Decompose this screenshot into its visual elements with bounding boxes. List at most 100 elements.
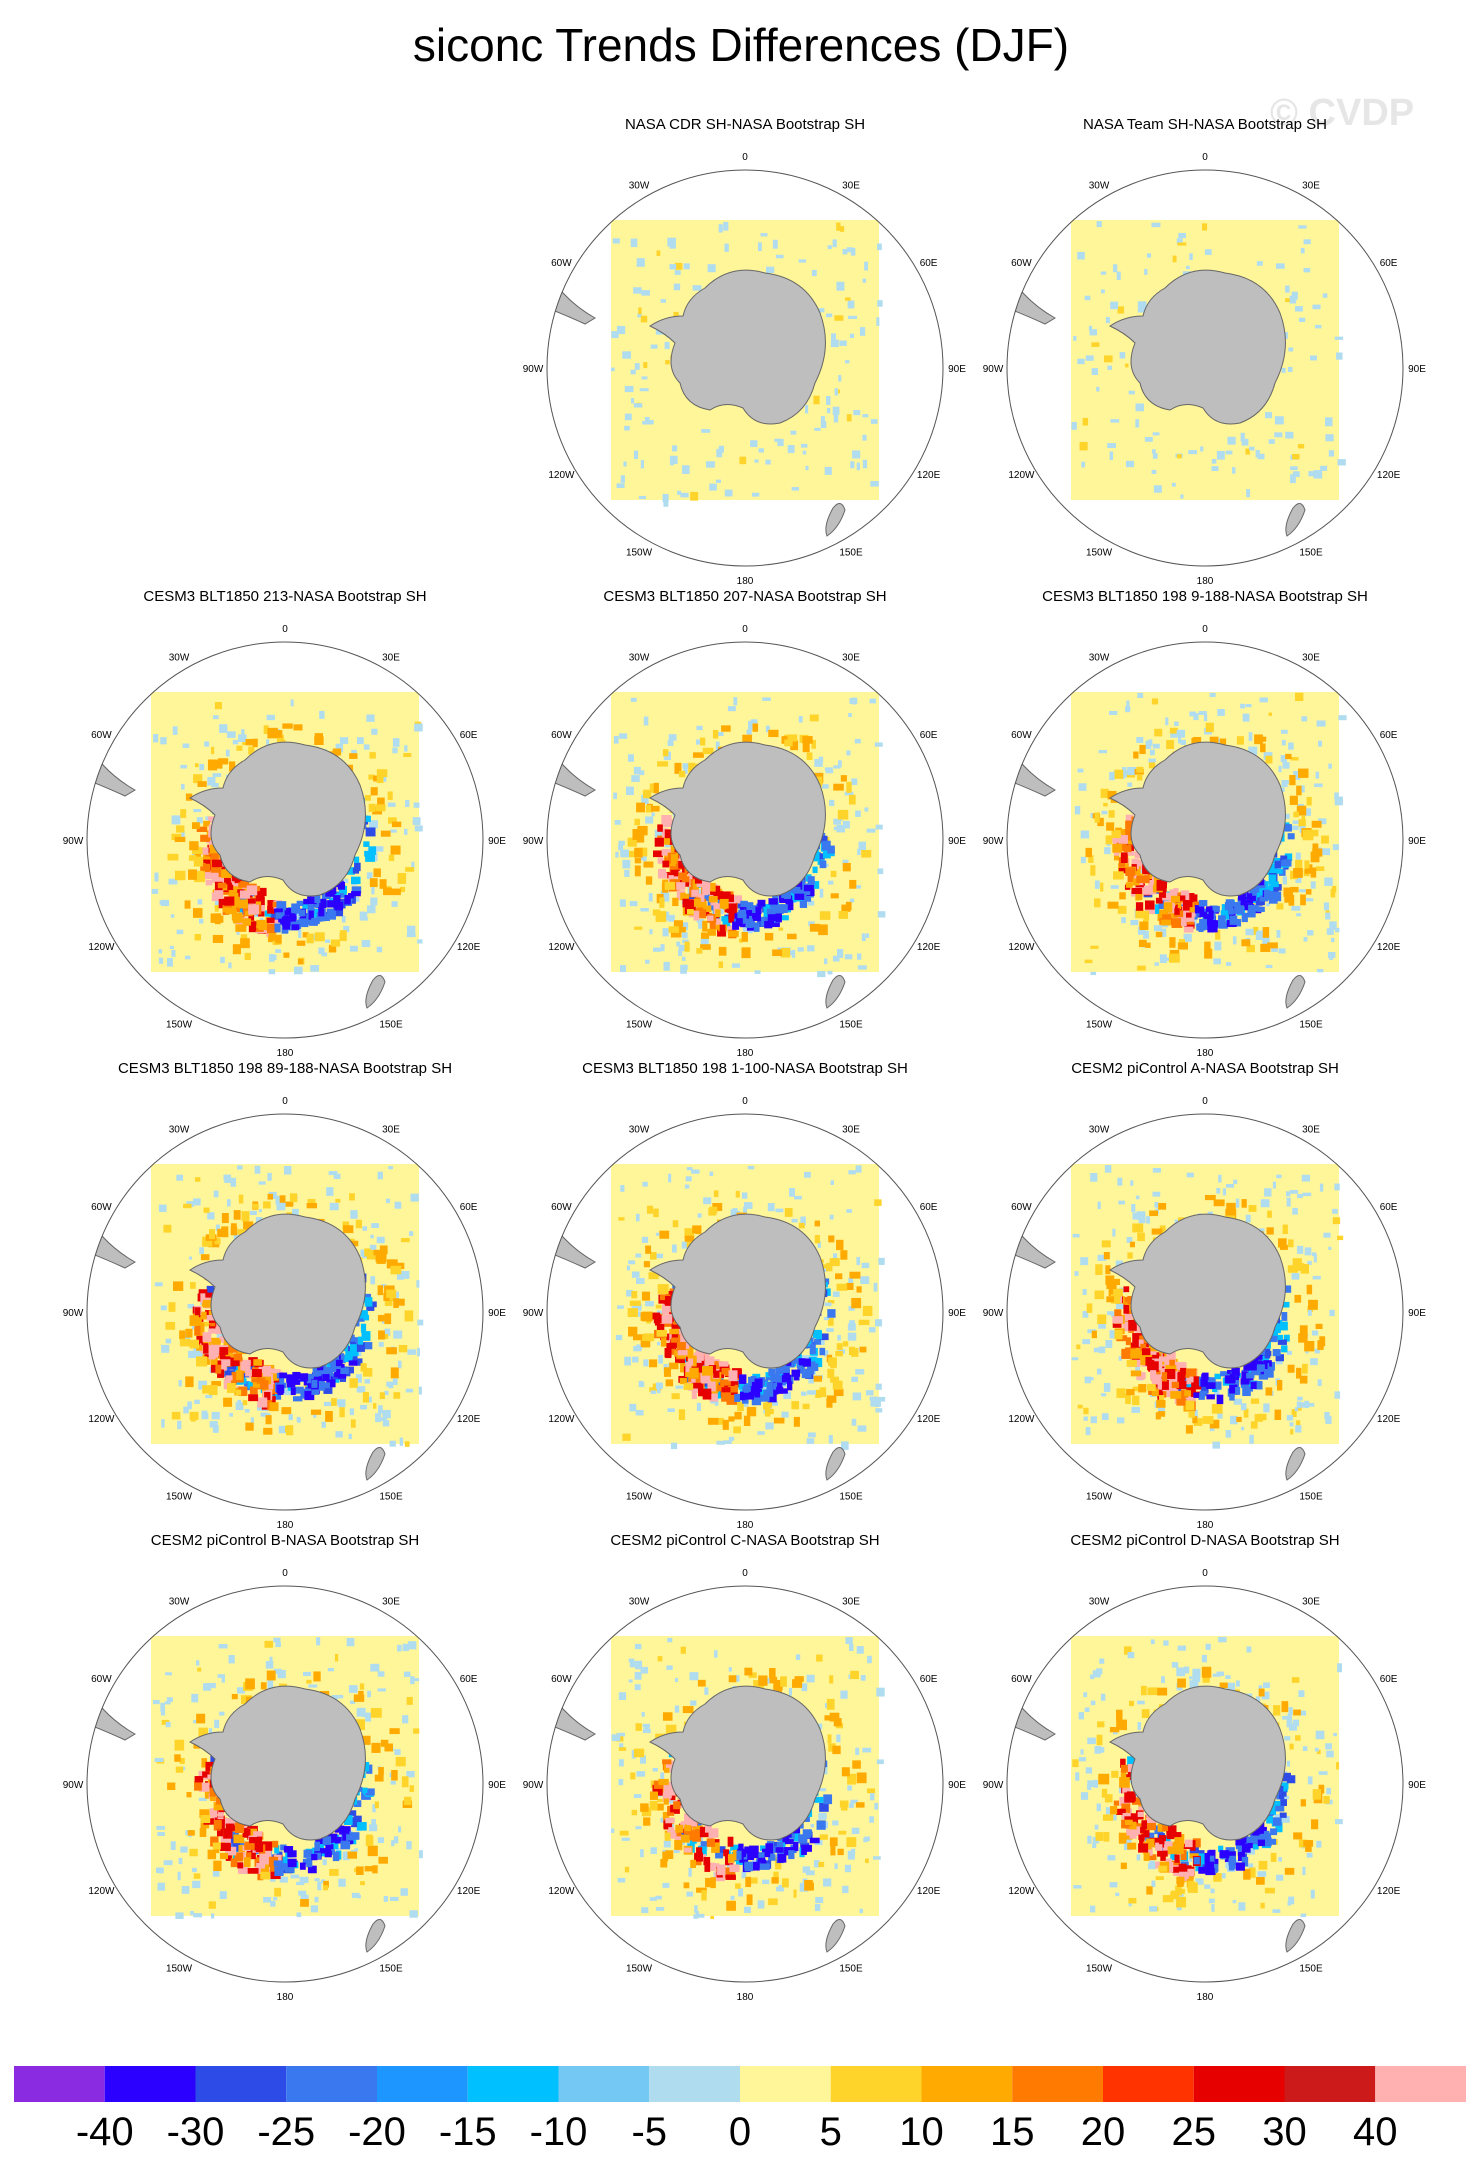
anomaly-cell <box>272 1840 279 1848</box>
anomaly-cell <box>791 949 796 958</box>
anomaly-cell <box>328 1171 338 1176</box>
anomaly-cell <box>1259 697 1268 703</box>
anomaly-cell <box>329 1868 339 1876</box>
anomaly-cell <box>1155 1368 1167 1374</box>
anomaly-cell <box>1077 1404 1083 1409</box>
anomaly-cell <box>1266 903 1270 907</box>
anomaly-cell <box>802 1866 810 1873</box>
longitude-label: 0 <box>742 624 748 635</box>
anomaly-cell <box>315 902 321 909</box>
anomaly-cell <box>171 1411 181 1420</box>
anomaly-cell <box>275 912 284 919</box>
anomaly-cell <box>1121 767 1127 774</box>
anomaly-cell <box>760 916 766 927</box>
anomaly-cell <box>195 1348 201 1357</box>
anomaly-cell <box>251 1376 260 1383</box>
anomaly-cell <box>207 1849 217 1860</box>
anomaly-cell <box>864 807 869 812</box>
anomaly-cell <box>1112 1316 1124 1324</box>
anomaly-cell <box>875 1319 883 1327</box>
anomaly-cell <box>1299 1402 1308 1408</box>
anomaly-cell <box>230 1357 240 1367</box>
anomaly-cell <box>1240 703 1245 709</box>
anomaly-cell <box>366 1764 373 1774</box>
anomaly-cell <box>624 385 634 393</box>
longitude-label: 60W <box>1011 258 1032 269</box>
anomaly-cell <box>707 900 716 911</box>
anomaly-cell <box>707 1417 719 1425</box>
anomaly-cell <box>323 1880 329 1888</box>
anomaly-cell <box>181 830 185 839</box>
anomaly-cell <box>645 959 650 964</box>
panel-title: CESM2 piControl B-NASA Bootstrap SH <box>150 1532 420 1549</box>
anomaly-cell <box>1290 1429 1294 1435</box>
anomaly-cell <box>292 1208 299 1217</box>
anomaly-cell <box>619 1830 629 1836</box>
anomaly-cell <box>1144 268 1148 275</box>
anomaly-cell <box>242 1359 251 1366</box>
anomaly-cell <box>354 1358 363 1366</box>
anomaly-cell <box>359 1683 365 1690</box>
anomaly-cell <box>355 1219 362 1229</box>
anomaly-cell <box>659 1230 670 1239</box>
anomaly-cell <box>1225 1184 1235 1188</box>
anomaly-cell <box>339 737 349 744</box>
longitude-label: 30E <box>382 1596 400 1607</box>
anomaly-cell <box>1286 1350 1293 1355</box>
anomaly-cell <box>695 739 701 745</box>
anomaly-cell <box>370 1276 376 1285</box>
anomaly-cell <box>698 920 703 929</box>
anomaly-cell <box>228 892 239 898</box>
longitude-label: 150W <box>166 1964 193 1975</box>
anomaly-cell <box>654 837 664 847</box>
anomaly-cell <box>1216 450 1225 460</box>
anomaly-cell <box>377 1837 384 1843</box>
longitude-label: 150E <box>839 1492 863 1503</box>
anomaly-cell <box>1310 881 1316 889</box>
anomaly-cell <box>1294 1407 1299 1412</box>
anomaly-cell <box>211 782 219 788</box>
anomaly-cell <box>371 1819 376 1828</box>
anomaly-cell <box>204 741 210 747</box>
anomaly-cell <box>267 1172 272 1181</box>
anomaly-cell <box>370 1663 380 1672</box>
anomaly-cell <box>721 1390 731 1402</box>
anomaly-cell <box>768 729 779 738</box>
anomaly-cell <box>313 1671 321 1682</box>
anomaly-cell <box>815 1389 822 1398</box>
anomaly-cell <box>1270 1331 1279 1339</box>
anomaly-cell <box>378 1330 385 1340</box>
anomaly-cell <box>1164 1368 1176 1380</box>
anomaly-cell <box>232 944 241 955</box>
anomaly-cell <box>1325 910 1330 914</box>
anomaly-cell <box>1268 874 1277 885</box>
anomaly-cell <box>641 376 648 380</box>
anomaly-cell <box>1155 931 1163 938</box>
anomaly-cell <box>192 908 203 918</box>
anomaly-cell <box>1248 1205 1257 1212</box>
anomaly-cell <box>811 1363 819 1372</box>
anomaly-cell <box>744 1202 753 1209</box>
anomaly-cell <box>1315 866 1325 872</box>
anomaly-cell <box>214 903 219 912</box>
anomaly-cell <box>693 898 702 907</box>
anomaly-cell <box>258 922 267 931</box>
anomaly-cell <box>404 745 408 752</box>
anomaly-cell <box>220 1842 231 1851</box>
anomaly-cell <box>857 848 861 856</box>
anomaly-cell <box>1303 267 1311 273</box>
anomaly-cell <box>620 849 629 858</box>
anomaly-cell <box>646 1205 654 1214</box>
anomaly-cell <box>1277 1334 1284 1340</box>
anomaly-cell <box>1107 1311 1113 1316</box>
anomaly-cell <box>692 880 699 890</box>
anomaly-cell <box>256 1404 265 1411</box>
anomaly-cell <box>723 891 731 898</box>
anomaly-cell <box>326 1187 334 1196</box>
anomaly-cell <box>818 1812 827 1820</box>
anomaly-cell <box>245 1365 251 1377</box>
anomaly-cell <box>1123 1304 1130 1314</box>
anomaly-cell <box>1125 882 1133 888</box>
anomaly-cell <box>791 1218 798 1223</box>
south-america-landmass <box>87 755 136 797</box>
